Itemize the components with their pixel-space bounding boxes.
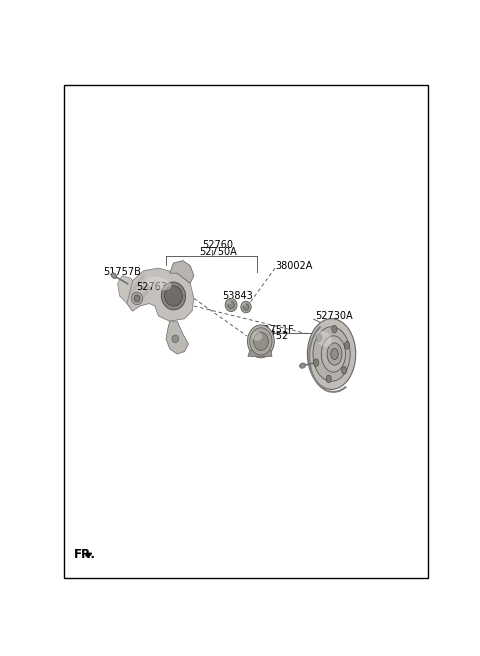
Ellipse shape <box>252 332 263 341</box>
Ellipse shape <box>316 334 322 342</box>
Ellipse shape <box>227 300 231 304</box>
Ellipse shape <box>316 331 332 347</box>
Ellipse shape <box>165 286 182 306</box>
Text: 52750A: 52750A <box>199 247 237 257</box>
Text: 52752: 52752 <box>257 331 288 341</box>
Text: FR.: FR. <box>74 548 96 561</box>
Ellipse shape <box>248 325 274 358</box>
Text: 38002A: 38002A <box>276 260 313 271</box>
Text: 52730A: 52730A <box>315 311 352 321</box>
Ellipse shape <box>243 304 249 310</box>
Polygon shape <box>248 350 272 357</box>
Ellipse shape <box>344 342 349 349</box>
Ellipse shape <box>242 303 246 306</box>
Ellipse shape <box>321 336 346 372</box>
Ellipse shape <box>172 335 179 342</box>
Ellipse shape <box>326 375 331 382</box>
Polygon shape <box>170 260 194 283</box>
Ellipse shape <box>313 327 350 381</box>
Ellipse shape <box>132 292 143 305</box>
Polygon shape <box>118 276 132 311</box>
Ellipse shape <box>146 276 171 290</box>
Polygon shape <box>127 268 194 321</box>
Ellipse shape <box>161 282 186 310</box>
Polygon shape <box>166 321 188 354</box>
Text: 52763: 52763 <box>136 282 167 292</box>
Ellipse shape <box>134 295 140 302</box>
Ellipse shape <box>253 333 268 350</box>
Ellipse shape <box>307 319 356 390</box>
Ellipse shape <box>225 298 237 312</box>
Text: 52751F: 52751F <box>257 325 294 335</box>
Ellipse shape <box>111 273 117 279</box>
Text: 53843: 53843 <box>222 291 252 301</box>
Ellipse shape <box>331 348 338 359</box>
Text: 52760: 52760 <box>203 240 234 251</box>
Ellipse shape <box>241 301 251 313</box>
Text: 51757B: 51757B <box>103 267 141 277</box>
Ellipse shape <box>300 363 305 368</box>
Ellipse shape <box>332 325 337 333</box>
Ellipse shape <box>327 343 342 365</box>
Ellipse shape <box>313 359 319 367</box>
Ellipse shape <box>250 328 272 355</box>
Ellipse shape <box>341 367 347 374</box>
Ellipse shape <box>228 301 234 308</box>
